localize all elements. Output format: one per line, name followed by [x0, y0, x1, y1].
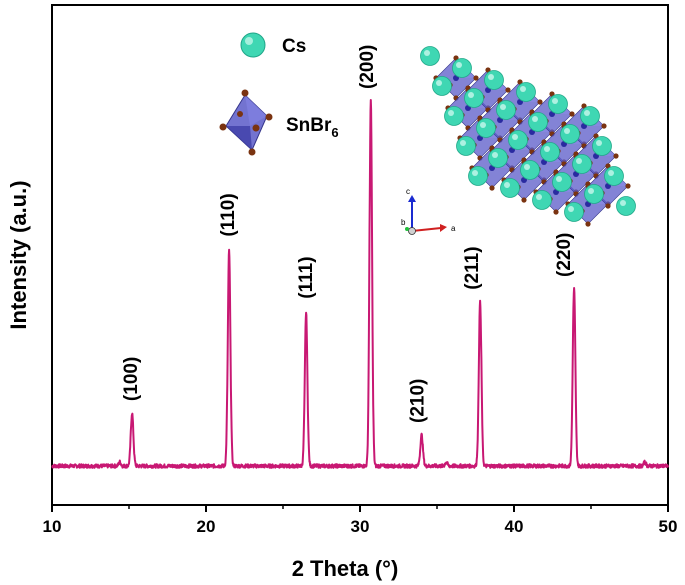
cs-legend-marker — [240, 32, 266, 58]
cs-atom-highlight — [620, 200, 626, 206]
cs-atom — [560, 124, 580, 144]
cs-atom-highlight — [504, 182, 510, 188]
crystal-axes-indicator: c b a — [401, 187, 456, 235]
cs-atom — [432, 76, 452, 96]
x-tick-label: 40 — [505, 517, 524, 536]
x-axis-minor-ticks — [128, 505, 592, 509]
cs-atom — [500, 178, 520, 198]
x-tick-label: 10 — [43, 517, 62, 536]
br-atom — [601, 123, 607, 129]
x-tick-label: 50 — [659, 517, 678, 536]
x-axis-ticks: 10 20 30 40 50 — [43, 505, 678, 536]
cs-atom — [540, 142, 560, 162]
peak-label: (110) — [218, 193, 239, 236]
br-atom — [473, 75, 479, 81]
legend: Cs SnBr6 — [219, 32, 339, 156]
cs-atom — [468, 166, 488, 186]
cs-atom — [516, 82, 536, 102]
cs-legend-label: Cs — [282, 36, 306, 57]
cs-atom-highlight — [552, 98, 558, 104]
cs-atom-highlight — [512, 134, 518, 140]
cs-atom-highlight — [500, 104, 506, 110]
cs-atom-highlight — [596, 140, 602, 146]
cs-atom — [520, 160, 540, 180]
cs-atom-highlight — [608, 170, 614, 176]
cs-atom-highlight — [488, 74, 494, 80]
cs-atom-highlight — [436, 80, 442, 86]
cs-atom-highlight — [480, 122, 486, 128]
cs-atom — [496, 100, 516, 120]
svg-text:a: a — [451, 224, 456, 233]
cs-atom-highlight — [544, 146, 550, 152]
cs-atom-highlight — [584, 110, 590, 116]
peak-label: (220) — [554, 233, 575, 277]
cs-atom — [528, 112, 548, 132]
br-atom — [585, 221, 591, 227]
cs-atom-highlight — [424, 50, 430, 56]
xrd-pattern-line — [51, 99, 669, 469]
br-atom — [613, 153, 619, 159]
octahedron-legend-marker — [219, 89, 273, 156]
cs-atom — [572, 154, 592, 174]
cs-atom — [456, 136, 476, 156]
cs-atom — [548, 94, 568, 114]
br-atom — [605, 203, 611, 209]
peak-labels: (100) (110) (111) (200) (210) (211) (220) — [121, 45, 575, 423]
cs-atom-highlight — [460, 140, 466, 146]
cs-atom — [452, 58, 472, 78]
x-tick-label: 20 — [197, 517, 216, 536]
svg-text:c: c — [406, 187, 410, 196]
octahedron-legend-label: SnBr6 — [286, 115, 339, 140]
cs-atom — [616, 196, 636, 216]
peak-label: (200) — [357, 45, 378, 89]
cs-atom — [464, 88, 484, 108]
cs-atom — [532, 190, 552, 210]
cs-atom — [420, 46, 440, 66]
x-axis-title: 2 Theta (°) — [292, 556, 399, 581]
y-axis-title: Intensity (a.u.) — [6, 180, 31, 329]
cs-atom-highlight — [492, 152, 498, 158]
cs-atom-highlight — [568, 206, 574, 212]
cs-legend-highlight — [245, 37, 253, 45]
cs-atom — [476, 118, 496, 138]
br-atom — [625, 183, 631, 189]
cs-atom — [552, 172, 572, 192]
svg-text:b: b — [401, 218, 406, 227]
cs-atom — [444, 106, 464, 126]
peak-label: (100) — [121, 357, 142, 401]
cs-atom — [488, 148, 508, 168]
peak-label: (111) — [296, 256, 317, 298]
peak-label: (210) — [408, 379, 429, 423]
x-tick-label: 30 — [351, 517, 370, 536]
crystal-structure-inset — [420, 46, 636, 227]
cs-atom — [564, 202, 584, 222]
cs-atom-highlight — [472, 170, 478, 176]
cs-atom — [484, 70, 504, 90]
cs-atom-highlight — [536, 194, 542, 200]
cs-atom — [508, 130, 528, 150]
br-atom — [537, 99, 543, 105]
cs-atom-highlight — [448, 110, 454, 116]
cs-atom-highlight — [524, 164, 530, 170]
cs-atom — [584, 184, 604, 204]
cs-atom-highlight — [468, 92, 474, 98]
br-atom — [489, 185, 495, 191]
cs-atom-highlight — [576, 158, 582, 164]
br-atom — [521, 197, 527, 203]
cs-atom-highlight — [564, 128, 570, 134]
br-atom — [569, 111, 575, 117]
cs-atom — [604, 166, 624, 186]
br-atom — [553, 209, 559, 215]
cs-atom-highlight — [556, 176, 562, 182]
peak-label: (211) — [462, 246, 483, 289]
cs-atom-highlight — [456, 62, 462, 68]
cs-atom — [580, 106, 600, 126]
cs-atom-highlight — [532, 116, 538, 122]
br-atom — [505, 87, 511, 93]
cs-atom — [592, 136, 612, 156]
cs-atom-highlight — [588, 188, 594, 194]
cs-atom-highlight — [520, 86, 526, 92]
